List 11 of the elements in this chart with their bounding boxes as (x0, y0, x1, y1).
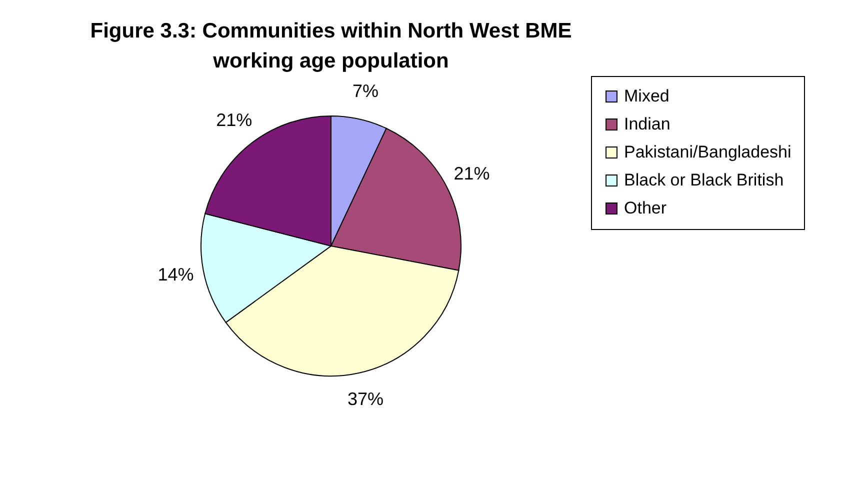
data-label: 14% (158, 264, 194, 285)
legend-label: Mixed (624, 86, 670, 106)
data-label: 21% (216, 110, 252, 130)
data-label: 37% (347, 389, 384, 410)
data-label: 21% (454, 163, 490, 184)
data-label: 7% (352, 80, 378, 101)
legend-label: Pakistani/Bangladeshi (624, 142, 792, 162)
legend-label: Other (624, 198, 667, 218)
chart-title: Figure 3.3: Communities within North West BME working age population (90, 20, 572, 72)
legend-label: Indian (624, 114, 670, 134)
legend-label: Black or Black British (624, 170, 784, 190)
